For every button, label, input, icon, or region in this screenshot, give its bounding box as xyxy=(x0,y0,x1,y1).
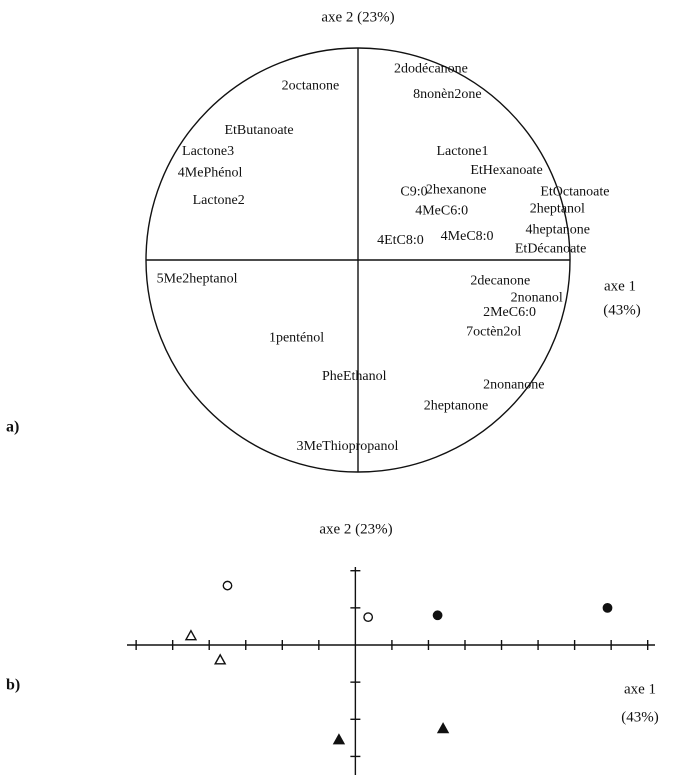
variable-label: 3MeThiopropanol xyxy=(297,439,399,454)
variable-label: EtOctanoate xyxy=(540,184,609,199)
point xyxy=(213,653,227,665)
variable-label: Lactone1 xyxy=(436,144,488,159)
variable-label: PheEthanol xyxy=(322,369,387,384)
axis-label: (43%) xyxy=(603,302,641,318)
point xyxy=(332,733,346,745)
variable-label: C9:0 xyxy=(400,184,427,199)
axis-label: (43%) xyxy=(621,709,659,725)
point xyxy=(602,602,613,613)
variable-label: 2heptanol xyxy=(530,201,585,216)
point xyxy=(432,610,443,621)
variable-label: 1penténol xyxy=(269,331,324,346)
variable-label: 2hexanone xyxy=(426,182,487,197)
variable-label: EtHexanoate xyxy=(470,163,542,178)
axis-label: axe 1 xyxy=(624,681,656,697)
panel-label: a) xyxy=(6,419,19,436)
axis-label: axe 2 (23%) xyxy=(321,9,394,25)
variable-label: 4MeC8:0 xyxy=(441,229,494,244)
panel-label: b) xyxy=(6,677,20,694)
variable-label: Lactone2 xyxy=(193,193,245,208)
point xyxy=(363,612,374,623)
point xyxy=(184,629,198,641)
axis-label: axe 1 xyxy=(604,278,636,294)
variable-label: Lactone3 xyxy=(182,144,234,159)
variable-label: 4heptanone xyxy=(525,223,590,238)
variable-label: EtButanoate xyxy=(224,123,293,138)
variable-label: 8nonèn2one xyxy=(413,87,481,102)
point xyxy=(222,580,233,591)
variable-label: 2nonanol xyxy=(511,290,563,305)
variable-label: 4MeC6:0 xyxy=(415,203,468,218)
variable-label: 4EtC8:0 xyxy=(377,233,424,248)
variable-label: 2heptanone xyxy=(424,398,489,413)
variable-label: EtDécanoate xyxy=(515,242,587,257)
variable-label: 4MePhénol xyxy=(178,165,243,180)
variable-label: 2octanone xyxy=(282,78,340,93)
variable-label: 2nonanone xyxy=(483,377,544,392)
variable-label: 2MeC6:0 xyxy=(483,305,536,320)
variable-label: 2dodécanone xyxy=(394,61,468,76)
point xyxy=(436,722,450,734)
variable-label: 7octèn2ol xyxy=(466,324,521,339)
variable-label: 2decanone xyxy=(470,273,530,288)
variable-label: 5Me2heptanol xyxy=(157,271,238,286)
axis-label: axe 2 (23%) xyxy=(319,521,392,537)
